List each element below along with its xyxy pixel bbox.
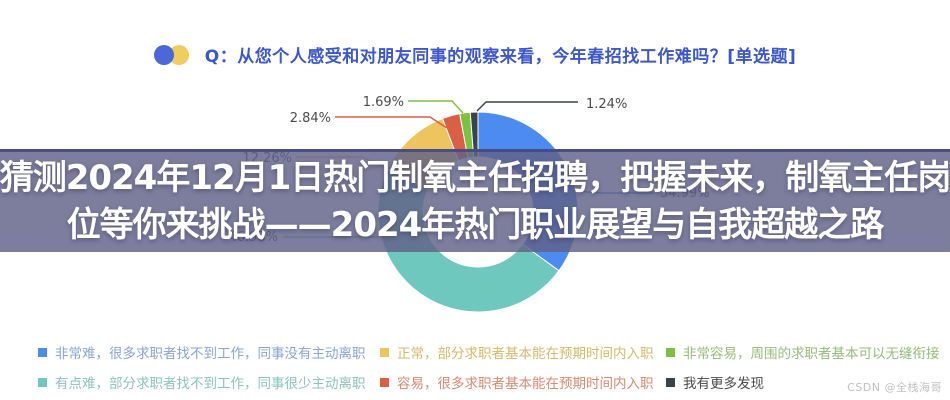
legend-label: 有点难，部分求职者找不到工作，同事很少主动离职 xyxy=(55,376,366,392)
legend-swatch-icon xyxy=(666,377,675,387)
venn-circles-icon xyxy=(153,44,192,66)
legend-label: 非常容易，周围的求职者基本可以无缝衔接 xyxy=(683,346,940,362)
connector-line-slice-4 xyxy=(408,100,464,114)
legend-item-more-findings[interactable]: 我有更多发现 xyxy=(666,372,764,392)
slice-percent-label: 2.84% xyxy=(290,111,331,126)
yellow-circle-icon xyxy=(168,44,189,65)
legend-swatch-icon xyxy=(38,377,47,387)
legend-item-somewhat-hard[interactable]: 有点难，部分求职者找不到工作，同事很少主动离职 xyxy=(38,372,366,392)
blue-circle-icon xyxy=(153,44,174,65)
slice-percent-label: 1.24% xyxy=(586,97,627,112)
legend-swatch-icon xyxy=(380,347,389,357)
legend-label: 我有更多发现 xyxy=(683,376,764,392)
question-title: Q：从您个人感受和对朋友同事的观察来看，今年春招找工作难吗？[单选题] xyxy=(204,47,797,67)
legend-item-very-easy[interactable]: 非常容易，周围的求职者基本可以无缝衔接 xyxy=(666,342,940,362)
legend-label: 正常，部分求职者基本能在预期时间内入职 xyxy=(397,346,654,362)
legend-label: 容易，很多求职者基本能在预期时间内入职 xyxy=(397,376,654,392)
legend-item-very-hard[interactable]: 非常难，很多求职者找不到工作，同事没有主动离职 xyxy=(38,342,366,362)
legend-swatch-icon xyxy=(666,347,675,357)
slice-percent-label: 1.69% xyxy=(363,95,404,110)
question-header: Q：从您个人感受和对朋友同事的观察来看，今年春招找工作难吗？[单选题] xyxy=(0,42,950,67)
legend-label: 非常难，很多求职者找不到工作，同事没有主动离职 xyxy=(55,346,366,362)
legend-swatch-icon xyxy=(380,377,389,387)
legend-item-normal[interactable]: 正常，部分求职者基本能在预期时间内入职 xyxy=(380,342,654,362)
legend-swatch-icon xyxy=(38,347,47,357)
connector-line-slice-3 xyxy=(335,116,448,129)
headline-line-1: 猜测2024年12月1日热门制氧主任招聘，把握未来，制氧主任岗 xyxy=(0,158,950,198)
headline-line-2: 位等你来挑战——2024年热门职业展望与自我超越之路 xyxy=(66,205,885,245)
connector-line-slice-5 xyxy=(476,101,578,112)
legend-item-easy[interactable]: 容易，很多求职者基本能在预期时间内入职 xyxy=(380,372,654,392)
headline-overlay-banner: 猜测2024年12月1日热门制氧主任招聘，把握未来，制氧主任岗 位等你来挑战——… xyxy=(0,149,950,252)
watermark-text: CSDN @全栈海哥 xyxy=(847,381,942,394)
